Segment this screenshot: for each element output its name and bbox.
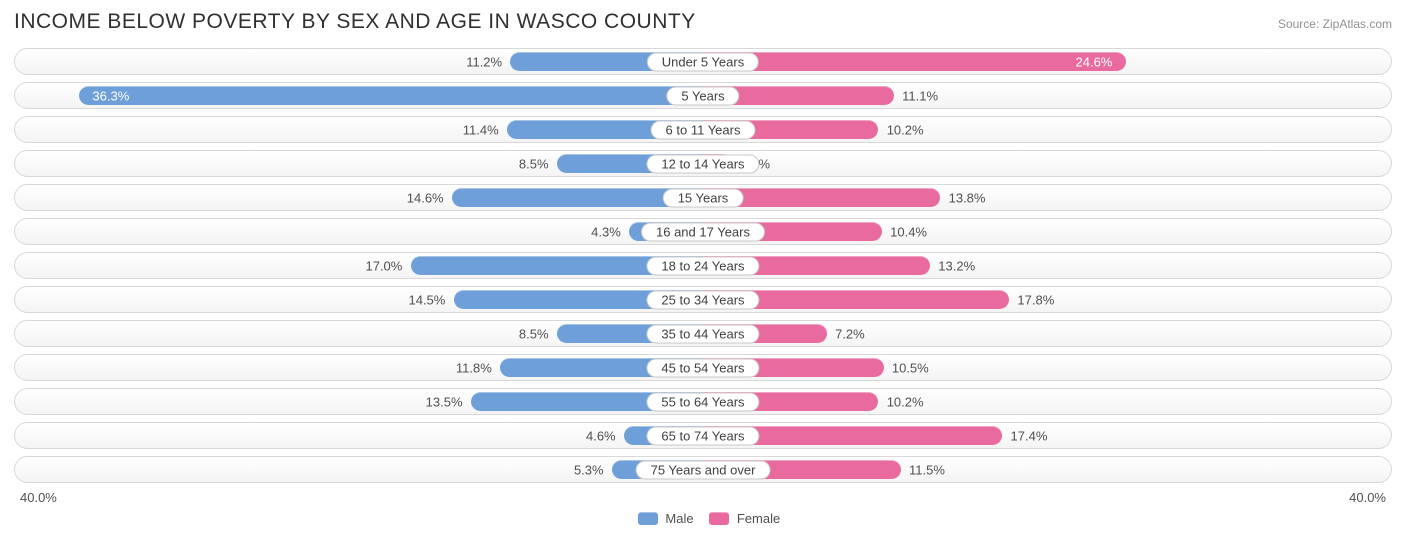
value-female: 10.5% <box>892 360 929 375</box>
chart-title: INCOME BELOW POVERTY BY SEX AND AGE IN W… <box>14 10 696 34</box>
category-label: 35 to 44 Years <box>646 324 759 343</box>
chart-row: 8.5%1.7%12 to 14 Years <box>14 150 1392 177</box>
value-male: 17.0% <box>365 258 402 273</box>
bar-female <box>703 52 1126 71</box>
chart-row: 11.8% 10.5% 45 to 54 Years <box>14 354 1392 381</box>
diverging-bar-chart: 11.2% 24.6% Under 5 Years 36.3% 11.1% 5 Years… <box>14 48 1392 483</box>
value-male: 36.3% <box>92 88 129 103</box>
chart-row: 36.3% 11.1% 5 Years <box>14 82 1392 109</box>
axis-right-max: 40.0% <box>1349 490 1386 505</box>
legend-label-male: Male <box>665 511 693 526</box>
value-female: 17.8% <box>1017 292 1054 307</box>
value-male: 8.5% <box>519 156 549 171</box>
value-male: 5.3% <box>574 462 604 477</box>
chart-row: 8.5% 7.2% 35 to 44 Years <box>14 320 1392 347</box>
value-male: 13.5% <box>426 394 463 409</box>
chart-row: 17.0% 13.2% 18 to 24 Years <box>14 252 1392 279</box>
category-label: 12 to 14 Years <box>646 154 759 173</box>
value-male: 11.4% <box>463 122 499 137</box>
value-female: 7.2% <box>835 326 865 341</box>
category-label: 75 Years and over <box>636 460 771 479</box>
value-male: 11.8% <box>456 360 492 375</box>
category-label: 65 to 74 Years <box>646 426 759 445</box>
value-female: 10.2% <box>887 394 924 409</box>
category-label: 16 and 17 Years <box>641 222 765 241</box>
chart-row: 4.6% 17.4% 65 to 74 Years <box>14 422 1392 449</box>
chart-row: 11.2% 24.6% Under 5 Years <box>14 48 1392 75</box>
category-label: 45 to 54 Years <box>646 358 759 377</box>
category-label: 5 Years <box>666 86 739 105</box>
chart-row: 11.4% 10.2% 6 to 11 Years <box>14 116 1392 143</box>
chart-source: Source: ZipAtlas.com <box>1278 17 1392 31</box>
chart-row: 5.3% 11.5% 75 Years and over <box>14 456 1392 483</box>
value-female: 17.4% <box>1011 428 1048 443</box>
legend-label-female: Female <box>737 511 780 526</box>
legend-swatch-female <box>709 512 729 525</box>
axis-left-max: 40.0% <box>20 490 57 505</box>
value-male: 4.3% <box>591 224 621 239</box>
category-label: 6 to 11 Years <box>651 120 756 139</box>
value-female: 13.8% <box>949 190 986 205</box>
value-male: 14.5% <box>408 292 445 307</box>
value-male: 14.6% <box>407 190 444 205</box>
chart-row: 4.3% 10.4% 16 and 17 Years <box>14 218 1392 245</box>
value-male: 8.5% <box>519 326 549 341</box>
value-female: 10.4% <box>890 224 927 239</box>
bar-male <box>79 86 703 105</box>
category-label: 25 to 34 Years <box>646 290 759 309</box>
value-female: 24.6% <box>1076 54 1113 69</box>
category-label: 18 to 24 Years <box>646 256 759 275</box>
value-female: 13.2% <box>938 258 975 273</box>
value-male: 4.6% <box>586 428 616 443</box>
category-label: 15 Years <box>663 188 744 207</box>
category-label: Under 5 Years <box>647 52 759 71</box>
legend: Male Female <box>14 511 1392 526</box>
chart-row: 14.6% 13.8% 15 Years <box>14 184 1392 211</box>
value-female: 11.1% <box>902 88 938 103</box>
chart-row: 13.5% 10.2% 55 to 64 Years <box>14 388 1392 415</box>
value-male: 11.2% <box>466 54 502 69</box>
x-axis: 40.0% 40.0% <box>14 490 1392 505</box>
chart-row: 14.5% 17.8% 25 to 34 Years <box>14 286 1392 313</box>
legend-swatch-male <box>638 512 658 525</box>
value-female: 11.5% <box>909 462 945 477</box>
chart-header: INCOME BELOW POVERTY BY SEX AND AGE IN W… <box>14 10 1392 34</box>
value-female: 10.2% <box>887 122 924 137</box>
category-label: 55 to 64 Years <box>646 392 759 411</box>
